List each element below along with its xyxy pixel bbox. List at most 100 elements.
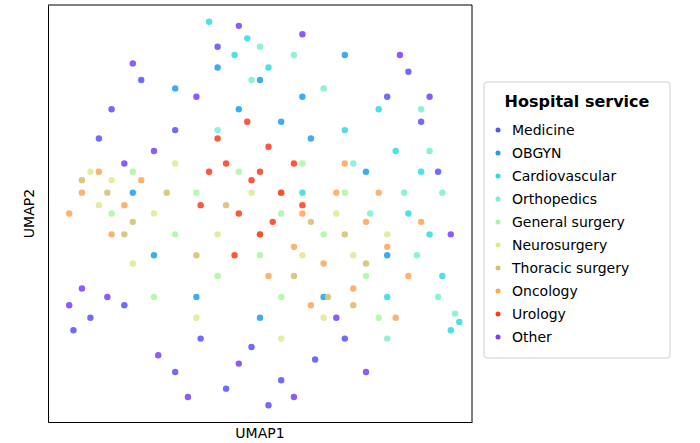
point bbox=[320, 260, 326, 266]
point bbox=[367, 210, 373, 216]
legend-swatch bbox=[496, 220, 501, 225]
point bbox=[405, 69, 411, 75]
legend-label: Orthopedics bbox=[512, 191, 597, 207]
point bbox=[418, 106, 424, 112]
point bbox=[66, 302, 72, 308]
point bbox=[257, 252, 263, 258]
point bbox=[257, 231, 263, 237]
point bbox=[350, 160, 356, 166]
legend-swatch bbox=[496, 243, 501, 248]
legend-swatch bbox=[496, 174, 501, 179]
series-points bbox=[108, 160, 382, 321]
point bbox=[299, 94, 305, 100]
point bbox=[151, 148, 157, 154]
point bbox=[257, 315, 263, 321]
point bbox=[435, 294, 441, 300]
point bbox=[448, 231, 454, 237]
point bbox=[405, 273, 411, 279]
point bbox=[405, 210, 411, 216]
point bbox=[426, 94, 432, 100]
point bbox=[121, 202, 127, 208]
y-axis bbox=[48, 6, 49, 423]
x-axis bbox=[49, 422, 473, 423]
point bbox=[214, 127, 220, 133]
point bbox=[96, 169, 102, 175]
series-points bbox=[87, 160, 390, 342]
point bbox=[299, 160, 305, 166]
point bbox=[426, 148, 432, 154]
point bbox=[265, 64, 271, 70]
point bbox=[214, 44, 220, 50]
point bbox=[197, 202, 203, 208]
point bbox=[79, 189, 85, 195]
point bbox=[278, 335, 284, 341]
point bbox=[130, 189, 136, 195]
series-points bbox=[130, 52, 391, 321]
point bbox=[193, 94, 199, 100]
point bbox=[248, 344, 254, 350]
point bbox=[333, 210, 339, 216]
point bbox=[363, 169, 369, 175]
point bbox=[248, 189, 254, 195]
point bbox=[376, 315, 382, 321]
point bbox=[121, 302, 127, 308]
point bbox=[401, 189, 407, 195]
point bbox=[342, 160, 348, 166]
frame bbox=[472, 5, 473, 422]
point bbox=[172, 160, 178, 166]
legend: Hospital serviceMedicineOBGYNCardiovascu… bbox=[484, 82, 670, 358]
point bbox=[363, 273, 369, 279]
point bbox=[278, 189, 284, 195]
point bbox=[172, 369, 178, 375]
point bbox=[308, 135, 314, 141]
point bbox=[104, 294, 110, 300]
point bbox=[384, 294, 390, 300]
point bbox=[418, 169, 424, 175]
point bbox=[418, 119, 424, 125]
point bbox=[291, 244, 297, 250]
point bbox=[456, 319, 462, 325]
point bbox=[333, 315, 339, 321]
point bbox=[291, 394, 297, 400]
point bbox=[384, 231, 390, 237]
point bbox=[448, 327, 454, 333]
point bbox=[87, 169, 93, 175]
point bbox=[320, 85, 326, 91]
point bbox=[130, 219, 136, 225]
point bbox=[439, 273, 445, 279]
point bbox=[223, 160, 229, 166]
point bbox=[439, 189, 445, 195]
point bbox=[392, 315, 398, 321]
point bbox=[342, 189, 348, 195]
point bbox=[197, 335, 203, 341]
point bbox=[257, 231, 263, 237]
point bbox=[414, 252, 420, 258]
point bbox=[363, 219, 369, 225]
point bbox=[435, 169, 441, 175]
legend-title: Hospital service bbox=[505, 92, 650, 111]
point bbox=[418, 219, 424, 225]
series-points bbox=[214, 44, 458, 342]
point bbox=[138, 177, 144, 183]
point bbox=[299, 31, 305, 37]
point bbox=[325, 294, 331, 300]
point bbox=[130, 260, 136, 266]
axis-line bbox=[48, 6, 49, 423]
point bbox=[79, 285, 85, 291]
point bbox=[193, 294, 199, 300]
legend-swatch bbox=[496, 197, 501, 202]
point bbox=[231, 252, 237, 258]
point bbox=[312, 356, 318, 362]
point bbox=[257, 44, 263, 50]
legend-swatch bbox=[496, 128, 501, 133]
point bbox=[248, 177, 254, 183]
point bbox=[265, 402, 271, 408]
point bbox=[108, 177, 114, 183]
point bbox=[214, 273, 220, 279]
legend-label: Oncology bbox=[512, 283, 578, 299]
point bbox=[270, 219, 276, 225]
point bbox=[236, 106, 242, 112]
point bbox=[193, 315, 199, 321]
axis-line bbox=[49, 422, 473, 423]
frame bbox=[48, 5, 472, 6]
